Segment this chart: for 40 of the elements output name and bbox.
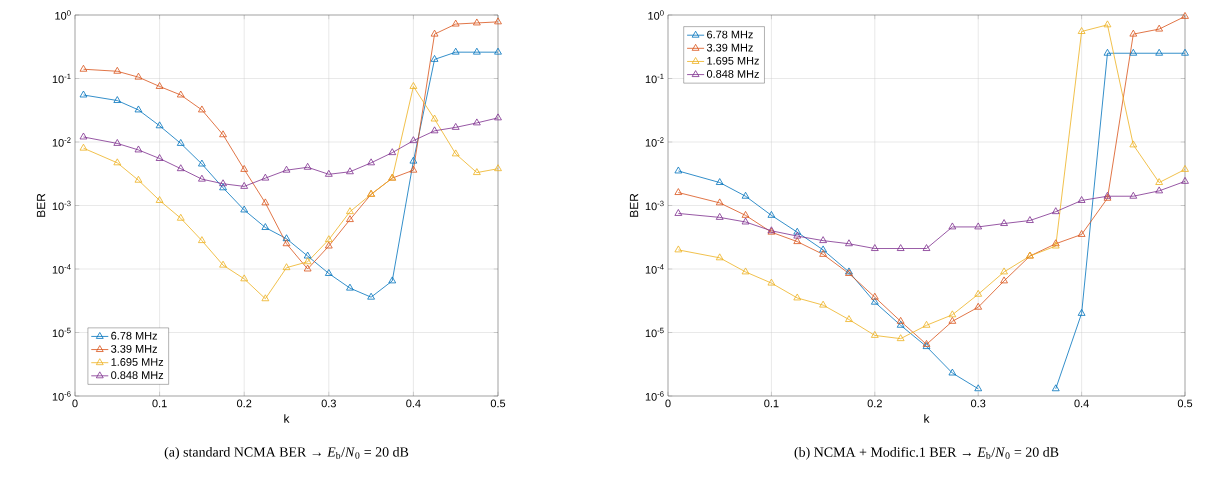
x-tick-label: 0 xyxy=(72,399,78,408)
legend-label: 0.848 MHz xyxy=(111,371,164,380)
x-axis-title: k xyxy=(924,414,930,423)
y-axis-title: BER xyxy=(36,193,46,217)
y-tick-label: 10$^{-1}$ xyxy=(52,73,71,84)
text: (b) NCMA + Modific.1 BER → E$_{b}$/N$_{0}$ = 20 dB xyxy=(794,446,1059,460)
y-tick-label: 10$^{-6}$ xyxy=(645,391,664,401)
legend-label: 1.695 MHz xyxy=(707,56,759,65)
x-tick-label: 0.2 xyxy=(867,399,882,408)
x-tick-label: 0 xyxy=(665,399,671,408)
y-tick-label: 10$^{-1}$ xyxy=(645,73,664,84)
legend-label: 1.695 MHz xyxy=(111,358,164,366)
x-tick-label: 0.1 xyxy=(152,399,167,408)
x-tick-label: 0.2 xyxy=(237,399,252,408)
y-tick-label: 10$^{-3}$ xyxy=(52,200,71,211)
y-tick-label: 10$^{-4}$ xyxy=(52,264,71,274)
y-tick-label: 10$^{-3}$ xyxy=(645,200,664,211)
legend-label: 6.78 MHz xyxy=(707,30,753,39)
x-tick-label: 0.1 xyxy=(764,399,779,408)
legend-label: 0.848 MHz xyxy=(706,70,759,78)
y-tick-label: 10$^{-5}$ xyxy=(645,327,664,338)
legend-label: 3.39 MHz xyxy=(111,344,158,353)
x-tick-label: 0.4 xyxy=(406,399,421,408)
y-tick-label: 10$^{-6}$ xyxy=(52,391,71,401)
y-tick-label: 10$^{-4}$ xyxy=(645,264,664,274)
y-tick-label: 10$^{-2}$ xyxy=(645,137,664,147)
legend-label: 3.39 MHz xyxy=(706,43,753,52)
text: (a) standard NCMA BER → E$_{b}$/N$_{0}$ = 20 dB xyxy=(164,446,409,460)
y-axis-title: BER xyxy=(629,193,639,217)
y-tick-label: 10$^{0}$ xyxy=(648,10,664,20)
x-axis-title: k xyxy=(284,414,290,423)
x-tick-label: 0.4 xyxy=(1074,399,1089,408)
y-tick-label: 10$^{-5}$ xyxy=(52,327,71,338)
x-tick-label: 0.3 xyxy=(321,399,336,408)
x-tick-label: 0.3 xyxy=(971,399,986,408)
legend-label: 6.78 MHz xyxy=(111,331,158,340)
x-tick-label: 0.5 xyxy=(1177,399,1193,408)
y-tick-label: 10$^{0}$ xyxy=(55,10,71,20)
x-tick-label: 0.5 xyxy=(490,399,506,408)
y-tick-label: 10$^{-2}$ xyxy=(52,137,71,147)
